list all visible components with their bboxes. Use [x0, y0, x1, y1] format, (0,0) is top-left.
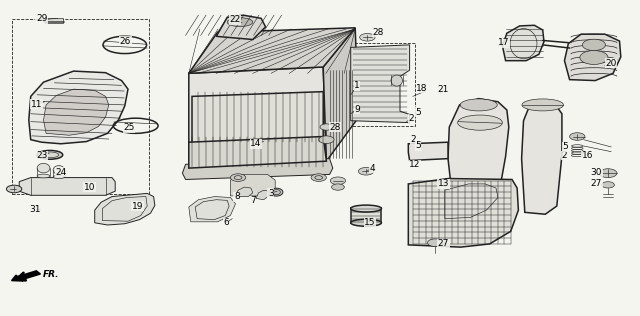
Circle shape — [311, 174, 326, 181]
Text: 31: 31 — [29, 205, 40, 214]
Polygon shape — [230, 174, 275, 196]
Text: 5: 5 — [415, 142, 420, 150]
Bar — [348, 43, 415, 126]
Ellipse shape — [351, 219, 381, 226]
Ellipse shape — [270, 188, 283, 196]
Polygon shape — [502, 25, 544, 61]
Text: 10: 10 — [84, 183, 95, 191]
Ellipse shape — [522, 99, 564, 111]
Circle shape — [570, 133, 585, 140]
Circle shape — [319, 136, 334, 143]
Text: 9: 9 — [355, 105, 360, 113]
Circle shape — [428, 239, 443, 246]
Polygon shape — [564, 34, 621, 81]
Polygon shape — [323, 28, 358, 161]
Text: 2: 2 — [409, 114, 414, 123]
Polygon shape — [182, 159, 333, 179]
Ellipse shape — [391, 75, 403, 86]
Text: 13: 13 — [438, 179, 449, 188]
Text: 11: 11 — [31, 100, 42, 109]
Text: 27: 27 — [591, 179, 602, 188]
Circle shape — [580, 51, 608, 64]
Bar — [351, 208, 381, 223]
Polygon shape — [448, 99, 509, 219]
Polygon shape — [236, 187, 253, 197]
Text: 27: 27 — [438, 240, 449, 248]
Ellipse shape — [37, 150, 63, 159]
Text: 18: 18 — [416, 84, 428, 93]
Text: 3: 3 — [268, 189, 273, 198]
Polygon shape — [256, 190, 269, 200]
Text: 25: 25 — [124, 124, 135, 132]
Text: 14: 14 — [250, 139, 262, 148]
Circle shape — [330, 177, 346, 185]
Circle shape — [230, 174, 246, 181]
Text: 30: 30 — [591, 168, 602, 177]
Polygon shape — [189, 28, 355, 73]
Polygon shape — [29, 71, 128, 144]
Polygon shape — [408, 142, 448, 161]
Text: 4: 4 — [370, 164, 375, 173]
Polygon shape — [19, 178, 115, 195]
Polygon shape — [189, 67, 326, 168]
Text: 17: 17 — [498, 38, 509, 47]
Ellipse shape — [458, 115, 502, 130]
Circle shape — [358, 167, 374, 175]
Text: 5: 5 — [415, 108, 420, 117]
Text: 28: 28 — [372, 28, 384, 37]
Text: 7: 7 — [250, 196, 255, 205]
Text: 23: 23 — [36, 151, 47, 160]
Text: 2: 2 — [411, 135, 416, 144]
Bar — [12, 19, 149, 194]
Text: FR.: FR. — [43, 270, 60, 279]
Circle shape — [6, 185, 22, 193]
Text: 22: 22 — [229, 15, 241, 24]
FancyArrow shape — [12, 271, 40, 281]
Ellipse shape — [37, 163, 50, 173]
Polygon shape — [95, 193, 155, 225]
Bar — [45, 18, 63, 23]
Circle shape — [602, 182, 614, 188]
Polygon shape — [351, 45, 410, 123]
Circle shape — [332, 184, 344, 190]
Polygon shape — [44, 89, 109, 135]
Polygon shape — [216, 15, 266, 40]
Text: 5: 5 — [563, 143, 568, 151]
Polygon shape — [408, 179, 518, 247]
Text: 19: 19 — [132, 202, 143, 210]
Text: 15: 15 — [364, 218, 376, 227]
Polygon shape — [445, 184, 498, 219]
Circle shape — [599, 169, 617, 178]
Ellipse shape — [460, 99, 497, 111]
Ellipse shape — [351, 205, 381, 212]
Text: 8: 8 — [234, 192, 239, 201]
Circle shape — [582, 39, 605, 51]
Polygon shape — [522, 102, 562, 214]
Circle shape — [320, 124, 333, 130]
Text: 24: 24 — [56, 168, 67, 177]
Polygon shape — [189, 197, 236, 222]
Ellipse shape — [53, 175, 65, 179]
Text: 1: 1 — [355, 82, 360, 90]
Ellipse shape — [227, 18, 253, 27]
Text: 20: 20 — [605, 59, 617, 68]
Text: 21: 21 — [438, 85, 449, 94]
Polygon shape — [189, 137, 326, 168]
Ellipse shape — [53, 166, 65, 174]
Text: 2: 2 — [562, 151, 567, 160]
Text: 29: 29 — [36, 15, 47, 23]
Polygon shape — [192, 92, 323, 143]
Text: 26: 26 — [120, 37, 131, 46]
Text: 28: 28 — [330, 123, 341, 131]
Text: 6: 6 — [223, 218, 228, 227]
Circle shape — [360, 33, 375, 41]
Text: 16: 16 — [582, 151, 593, 160]
Text: 12: 12 — [409, 161, 420, 169]
Ellipse shape — [37, 174, 50, 178]
